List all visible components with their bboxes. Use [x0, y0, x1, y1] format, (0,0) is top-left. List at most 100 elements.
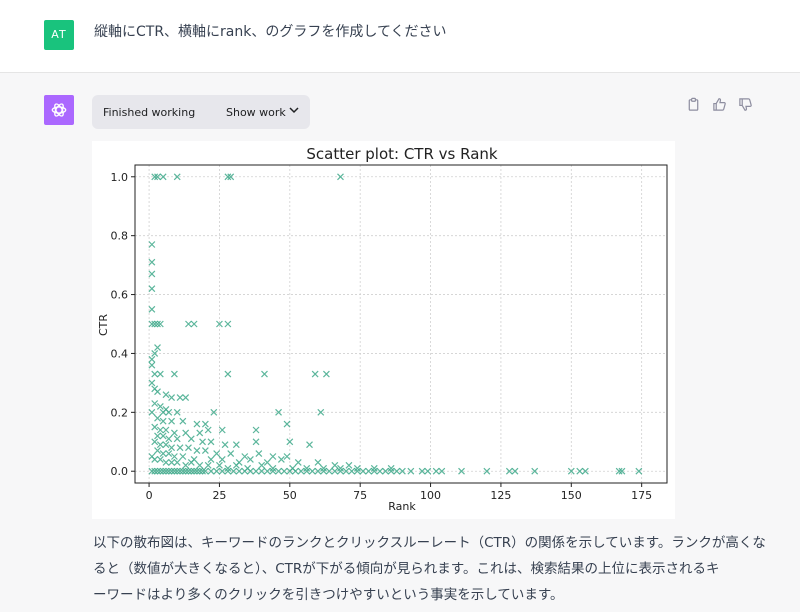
data-point — [154, 344, 161, 351]
thumbs-up-icon[interactable] — [712, 97, 727, 112]
data-point — [151, 400, 159, 407]
data-point — [370, 464, 378, 472]
show-work-button[interactable]: Show work — [226, 106, 286, 119]
data-point — [196, 461, 204, 469]
data-point — [224, 320, 232, 328]
data-point — [342, 467, 350, 475]
axis-ticks: 0 25 50 75 100 125 150 175 0.0 0.2 0.4 0.6 0.8 1.0 — [111, 171, 653, 502]
y-tick-label: 0.2 — [111, 406, 129, 419]
data-point — [201, 447, 209, 455]
data-point — [224, 173, 232, 181]
data-point — [308, 467, 316, 475]
data-point — [154, 173, 161, 181]
data-point — [210, 408, 218, 416]
data-point — [196, 467, 204, 475]
x-tick-label: 175 — [631, 489, 652, 502]
data-point — [168, 417, 176, 425]
work-status-pill: Finished working Show work — [92, 95, 310, 129]
data-point — [156, 403, 164, 410]
data-point — [353, 464, 361, 472]
data-point — [255, 450, 263, 457]
data-point — [154, 388, 161, 396]
chevron-down-icon[interactable] — [288, 104, 300, 119]
data-point — [159, 450, 167, 457]
data-point — [505, 467, 513, 475]
data-point — [185, 320, 192, 328]
data-point — [359, 467, 367, 475]
data-point — [170, 453, 178, 460]
data-point — [337, 467, 344, 475]
data-point — [337, 173, 344, 181]
user-message-text: 縦軸にCTR、横軸にrank、のグラフを作成してください — [94, 24, 447, 40]
data-point — [331, 467, 339, 475]
data-point — [154, 447, 161, 455]
data-point — [348, 467, 356, 475]
data-point — [170, 370, 178, 378]
data-point — [531, 467, 539, 475]
data-point — [218, 456, 226, 463]
data-point — [283, 420, 291, 428]
data-point — [483, 467, 491, 475]
data-point — [154, 467, 161, 475]
chart-title: Scatter plot: CTR vs Rank — [306, 145, 498, 163]
data-point — [165, 435, 173, 443]
data-point — [190, 320, 198, 328]
data-point — [154, 414, 161, 422]
data-point — [314, 458, 322, 466]
data-point — [227, 450, 235, 457]
data-point — [224, 464, 232, 472]
data-point — [182, 467, 190, 475]
paragraph-line: 以下の散布図は、キーワードのランクとクリックスルーレート（CTR）の関係を示して… — [93, 535, 766, 551]
data-point — [224, 370, 232, 378]
data-point — [148, 379, 156, 387]
y-tick-label: 0.6 — [111, 289, 129, 302]
data-point — [159, 432, 167, 440]
data-point — [221, 441, 229, 449]
data-point — [218, 426, 226, 434]
data-point — [576, 467, 584, 475]
data-point — [311, 370, 319, 378]
data-point — [280, 467, 288, 475]
data-point — [173, 173, 181, 181]
data-point — [303, 467, 311, 475]
data-point — [151, 456, 159, 463]
data-point — [151, 370, 159, 378]
data-point — [165, 408, 173, 416]
plot-frame — [134, 164, 668, 484]
data-point — [418, 467, 426, 475]
data-point — [179, 417, 187, 425]
data-point — [204, 426, 212, 434]
copy-icon[interactable] — [686, 97, 701, 112]
data-point — [345, 461, 353, 469]
data-point — [232, 461, 240, 469]
data-point — [179, 453, 187, 460]
data-point — [187, 467, 195, 475]
y-tick-label: 0.0 — [111, 465, 129, 478]
chart-image: Scatter plot: CTR vs Rank 0 25 50 75 100 125 1… — [92, 141, 675, 519]
data-point — [618, 467, 626, 475]
data-point — [224, 467, 232, 475]
data-point — [187, 458, 195, 466]
data-point — [269, 464, 277, 472]
data-point — [187, 435, 195, 443]
data-point — [286, 467, 294, 475]
data-point — [151, 173, 159, 181]
x-tick-label: 75 — [353, 489, 367, 502]
data-point — [258, 467, 266, 475]
data-point — [173, 408, 181, 416]
data-point — [151, 423, 159, 431]
data-point — [173, 467, 181, 475]
y-tick-label: 0.8 — [111, 230, 129, 243]
data-point — [241, 467, 249, 475]
data-point — [246, 467, 254, 475]
data-point — [216, 461, 223, 469]
data-point — [148, 270, 156, 278]
data-point — [235, 467, 243, 475]
data-point — [190, 467, 198, 475]
data-point — [193, 467, 201, 475]
data-points — [148, 173, 643, 475]
data-point — [458, 467, 465, 475]
data-point — [168, 458, 176, 466]
data-point — [207, 438, 215, 446]
thumbs-down-icon[interactable] — [738, 97, 753, 112]
